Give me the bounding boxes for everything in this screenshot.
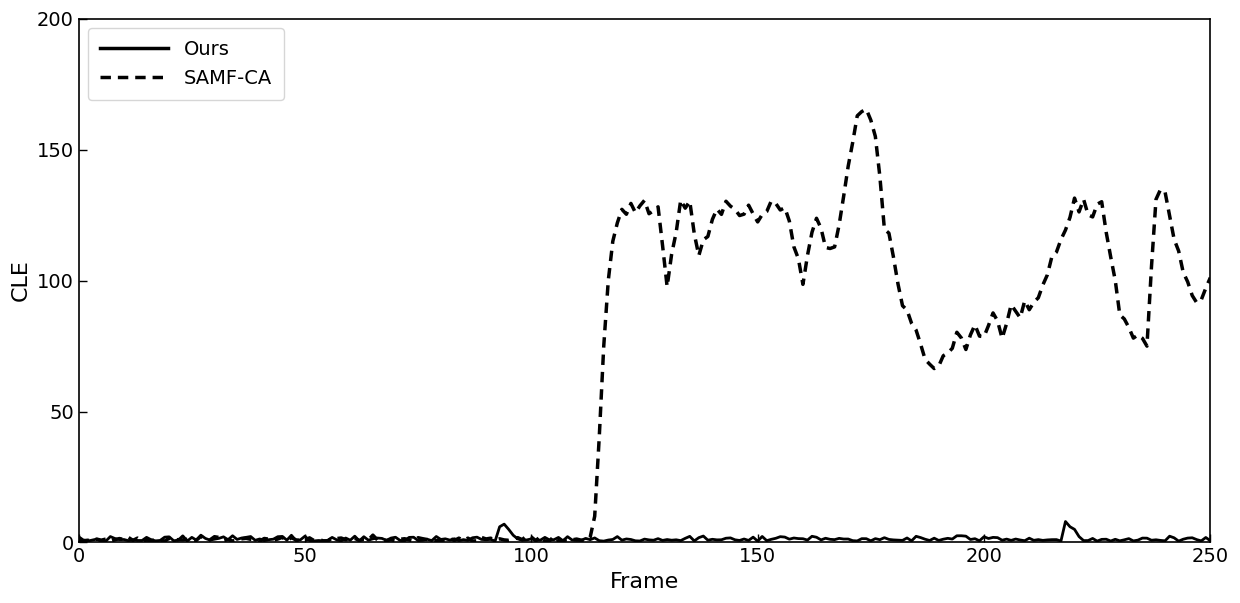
SAMF-CA xyxy=(71,537,86,545)
Ours xyxy=(71,533,86,540)
Ours xyxy=(98,537,113,545)
SAMF-CA xyxy=(279,537,294,545)
Ours xyxy=(1058,518,1073,525)
SAMF-CA xyxy=(520,532,534,539)
SAMF-CA xyxy=(841,163,856,170)
SAMF-CA xyxy=(931,362,946,370)
Line: Ours: Ours xyxy=(78,522,1210,541)
Ours xyxy=(841,535,856,543)
Ours xyxy=(1203,537,1218,545)
Ours xyxy=(926,535,941,542)
Legend: Ours, SAMF-CA: Ours, SAMF-CA xyxy=(88,28,284,100)
SAMF-CA xyxy=(745,210,760,218)
Ours xyxy=(745,534,760,541)
SAMF-CA xyxy=(591,434,606,441)
SAMF-CA xyxy=(759,208,774,215)
SAMF-CA xyxy=(859,106,874,113)
Ours xyxy=(759,537,774,545)
Ours xyxy=(520,536,534,543)
SAMF-CA xyxy=(1203,274,1218,281)
Ours xyxy=(591,537,606,545)
Line: SAMF-CA: SAMF-CA xyxy=(78,109,1210,541)
X-axis label: Frame: Frame xyxy=(610,572,680,592)
Y-axis label: CLE: CLE xyxy=(11,260,31,302)
